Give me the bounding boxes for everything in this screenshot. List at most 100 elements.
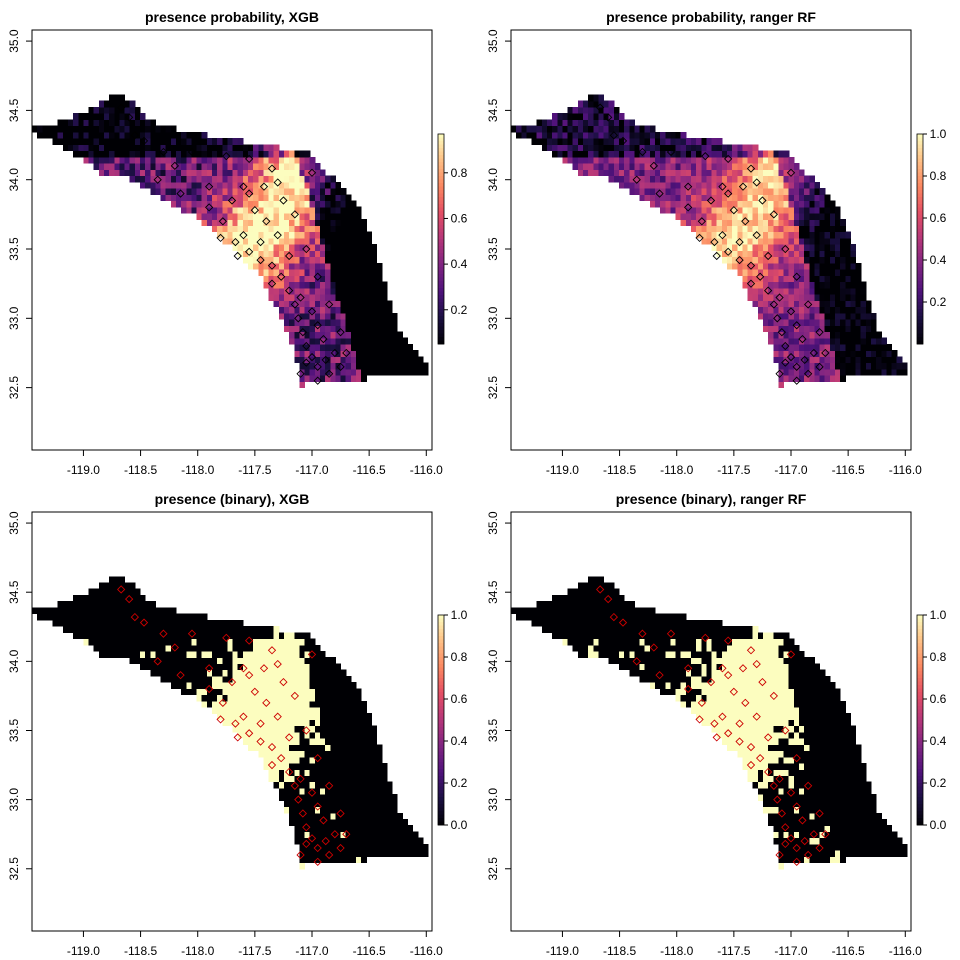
raster-cell xyxy=(835,312,841,320)
raster-cell xyxy=(294,837,300,845)
raster-cell xyxy=(366,244,372,251)
raster-cell xyxy=(268,682,275,689)
raster-cell xyxy=(829,356,836,364)
raster-cell xyxy=(855,262,862,270)
raster-cell xyxy=(217,669,223,677)
raster-cell xyxy=(320,213,326,220)
raster-cell xyxy=(752,725,759,733)
raster-cell xyxy=(340,707,347,714)
raster-cell xyxy=(788,206,795,214)
raster-cell xyxy=(361,356,367,364)
raster-cell xyxy=(237,707,244,714)
raster-cell xyxy=(649,638,656,646)
raster-cell xyxy=(176,613,182,621)
raster-cell xyxy=(619,601,625,608)
raster-cell xyxy=(340,763,347,770)
raster-cell xyxy=(314,831,321,839)
raster-cell xyxy=(361,781,367,789)
raster-cell xyxy=(299,856,306,864)
raster-cell xyxy=(901,362,908,370)
raster-cell xyxy=(273,700,280,708)
raster-cell xyxy=(304,181,311,189)
legend-swatch xyxy=(438,776,444,780)
raster-cell xyxy=(778,319,785,326)
raster-cell xyxy=(263,744,270,752)
raster-cell xyxy=(691,188,697,195)
raster-cell xyxy=(278,669,285,677)
presence-point xyxy=(130,612,139,622)
raster-cell xyxy=(309,825,316,832)
raster-cell xyxy=(345,194,352,202)
raster-cell xyxy=(361,250,367,258)
raster-cell xyxy=(588,576,594,584)
raster-cell xyxy=(655,682,661,689)
raster-cell xyxy=(304,763,311,770)
raster-cell xyxy=(660,619,666,627)
presence-point xyxy=(218,698,227,707)
raster-cell xyxy=(793,225,800,233)
raster-cell xyxy=(248,632,254,640)
raster-cell xyxy=(386,806,393,814)
raster-cell xyxy=(294,231,300,239)
raster-cell xyxy=(824,368,831,376)
raster-cell xyxy=(73,619,79,627)
raster-cell xyxy=(299,744,306,752)
raster-cell xyxy=(114,632,120,640)
raster-cell xyxy=(181,613,187,621)
raster-cell xyxy=(593,632,599,640)
raster-cell xyxy=(860,294,867,301)
raster-cell xyxy=(809,325,815,332)
raster-cell xyxy=(73,632,79,640)
raster-cell xyxy=(181,131,187,139)
raster-cell xyxy=(356,294,362,301)
raster-cell xyxy=(345,825,352,832)
raster-cell xyxy=(78,595,84,602)
raster-cell xyxy=(649,131,656,139)
raster-cell xyxy=(258,651,264,658)
raster-cell xyxy=(706,700,713,708)
raster-cell xyxy=(289,638,295,646)
raster-cell xyxy=(835,237,841,245)
presence-point xyxy=(684,203,693,212)
presence-point xyxy=(792,321,801,330)
raster-cell xyxy=(294,237,300,245)
raster-cell xyxy=(222,626,228,633)
raster-cell xyxy=(165,644,172,652)
raster-cell xyxy=(330,769,336,776)
raster-cell xyxy=(289,169,295,177)
raster-cell xyxy=(757,269,764,276)
raster-cell xyxy=(675,163,682,170)
raster-cell xyxy=(737,707,743,714)
raster-cell xyxy=(412,831,419,839)
legend-tick-label: 1.0 xyxy=(930,127,947,141)
raster-cell xyxy=(613,175,620,183)
raster-cell xyxy=(850,250,857,258)
raster-cell xyxy=(778,262,785,270)
raster-cell xyxy=(284,325,290,332)
raster-cell xyxy=(330,294,336,301)
raster-cell xyxy=(680,619,687,627)
raster-cell xyxy=(320,750,326,758)
raster-cell xyxy=(371,344,378,351)
legend: 0.00.20.40.60.81.0 xyxy=(437,608,468,832)
raster-cell xyxy=(752,237,759,245)
raster-cell xyxy=(381,781,388,789)
raster-cell xyxy=(356,750,362,758)
raster-cell xyxy=(340,281,347,289)
raster-cell xyxy=(268,262,275,270)
raster-cell xyxy=(572,619,579,627)
presence-point xyxy=(205,203,214,212)
raster-cell xyxy=(140,175,146,183)
raster-cell xyxy=(299,756,306,764)
raster-cell xyxy=(294,694,300,702)
raster-cell xyxy=(422,362,429,370)
raster-cell xyxy=(206,651,213,658)
raster-cell xyxy=(309,806,316,814)
presence-point xyxy=(313,857,322,866)
raster-cell xyxy=(201,638,208,646)
raster-cell xyxy=(232,225,239,233)
raster-cell xyxy=(314,688,321,696)
raster-cell xyxy=(773,156,779,164)
raster-cell xyxy=(572,156,579,164)
raster-cell xyxy=(629,131,635,139)
